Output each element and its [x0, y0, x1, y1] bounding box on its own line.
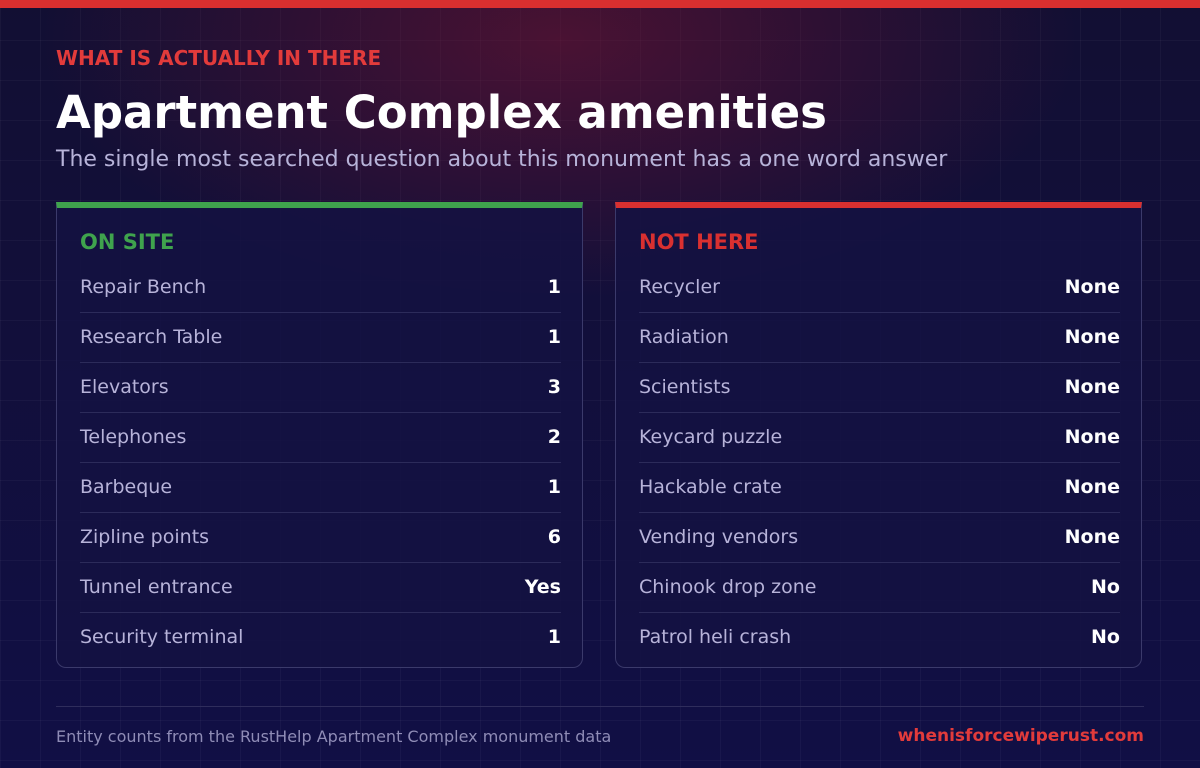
- row-value: None: [1064, 376, 1120, 398]
- row: Elevators 3: [80, 363, 561, 413]
- row-label: Telephones: [80, 426, 187, 448]
- row: Tunnel entrance Yes: [80, 563, 561, 613]
- row: Security terminal 1: [80, 613, 561, 663]
- row-label: Zipline points: [80, 526, 210, 548]
- row-label: Repair Bench: [80, 276, 207, 298]
- footer-rule: [56, 706, 1144, 707]
- row: Radiation None: [639, 313, 1120, 363]
- row-label: Barbeque: [80, 476, 173, 498]
- footer-note: Entity counts from the RustHelp Apartmen…: [56, 727, 612, 746]
- row: Patrol heli crash No: [639, 613, 1120, 663]
- row-value: 2: [547, 426, 561, 448]
- row-label: Vending vendors: [639, 526, 799, 548]
- row-value: 6: [547, 526, 561, 548]
- row-label: Security terminal: [80, 626, 244, 648]
- row-value: None: [1064, 276, 1120, 298]
- row-label: Recycler: [639, 276, 720, 298]
- panel-heading: NOT HERE: [639, 230, 759, 254]
- row-value: No: [1091, 626, 1120, 648]
- row-value: None: [1064, 426, 1120, 448]
- row-label: Scientists: [639, 376, 731, 398]
- row-value: 1: [547, 276, 561, 298]
- row: Hackable crate None: [639, 463, 1120, 513]
- panel: ON SITE Repair Bench 1 Research Table 1 Eleva…: [56, 202, 583, 668]
- row-value: None: [1064, 526, 1120, 548]
- row-label: Research Table: [80, 326, 223, 348]
- row-value: 1: [547, 326, 561, 348]
- kicker: WHAT IS ACTUALLY IN THERE: [56, 46, 382, 70]
- panel-heading: ON SITE: [80, 230, 175, 254]
- row-value: 1: [547, 626, 561, 648]
- row: Scientists None: [639, 363, 1120, 413]
- row-value: 1: [547, 476, 561, 498]
- row-label: Tunnel entrance: [80, 576, 233, 598]
- row-label: Elevators: [80, 376, 169, 398]
- row-value: None: [1064, 476, 1120, 498]
- row-label: Hackable crate: [639, 476, 782, 498]
- row-label: Keycard puzzle: [639, 426, 783, 448]
- row-value: 3: [547, 376, 561, 398]
- row: Barbeque 1: [80, 463, 561, 513]
- title: Apartment Complex amenities: [56, 86, 827, 139]
- row-value: Yes: [524, 576, 561, 598]
- subtitle: The single most searched question about …: [56, 147, 948, 172]
- row-label: Patrol heli crash: [639, 626, 792, 648]
- row-label: Chinook drop zone: [639, 576, 817, 598]
- footer-link[interactable]: whenisforcewiperust.com: [897, 726, 1144, 746]
- row-label: Radiation: [639, 326, 729, 348]
- row: Keycard puzzle None: [639, 413, 1120, 463]
- row: Zipline points 6: [80, 513, 561, 563]
- row-value: None: [1064, 326, 1120, 348]
- row: Repair Bench 1: [80, 263, 561, 313]
- row: Chinook drop zone No: [639, 563, 1120, 613]
- row: Telephones 2: [80, 413, 561, 463]
- row: Vending vendors None: [639, 513, 1120, 563]
- row-value: No: [1091, 576, 1120, 598]
- row: Research Table 1: [80, 313, 561, 363]
- row: Recycler None: [639, 263, 1120, 313]
- top-bar: [0, 0, 1200, 8]
- panel: NOT HERE Recycler None Radiation None Scienti…: [615, 202, 1142, 668]
